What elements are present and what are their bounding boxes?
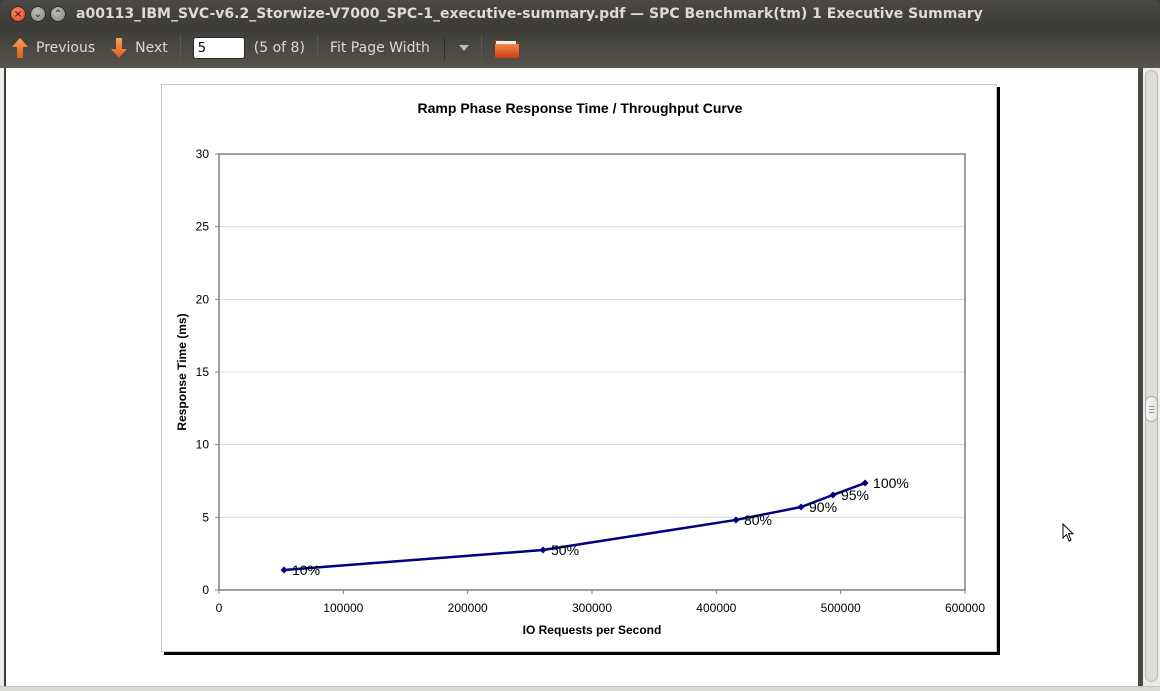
arrow-up-icon bbox=[12, 38, 28, 58]
x-axis-label: IO Requests per Second bbox=[523, 623, 662, 637]
previous-label: Previous bbox=[36, 40, 96, 56]
y-tick-label: 10 bbox=[196, 438, 210, 452]
response-time-chart: Ramp Phase Response Time / Throughput Cu… bbox=[175, 100, 985, 637]
data-point-label: 100% bbox=[873, 475, 909, 491]
series-line bbox=[283, 481, 866, 572]
document-area: Ramp Phase Response Time / Throughput Cu… bbox=[0, 68, 1160, 691]
data-point-label: 95% bbox=[841, 487, 869, 503]
chart-gridlines bbox=[219, 226, 965, 518]
document-viewport[interactable]: Ramp Phase Response Time / Throughput Cu… bbox=[4, 68, 1139, 686]
arrow-down-icon bbox=[111, 38, 128, 58]
y-axis-ticks: 0 5 10 15 20 25 30 bbox=[196, 147, 219, 597]
data-point-marker bbox=[539, 546, 547, 554]
y-tick-label: 20 bbox=[196, 292, 210, 306]
x-tick-label: 600000 bbox=[945, 601, 985, 615]
chart-title: Ramp Phase Response Time / Throughput Cu… bbox=[418, 100, 743, 116]
close-window-button[interactable]: × bbox=[10, 6, 26, 22]
x-tick-label: 500000 bbox=[821, 601, 861, 615]
next-page-button[interactable]: Next bbox=[109, 33, 168, 63]
toolbar: Previous Next (5 of 8) Fit Page Width bbox=[0, 28, 1160, 68]
minimize-window-button[interactable]: ⌄ bbox=[30, 6, 46, 22]
open-folder-button[interactable] bbox=[494, 33, 520, 63]
toolbar-separator bbox=[480, 35, 482, 61]
y-tick-label: 15 bbox=[196, 365, 210, 379]
maximize-window-button[interactable]: ⌃ bbox=[50, 6, 66, 22]
folder-icon bbox=[494, 40, 519, 58]
y-tick-label: 5 bbox=[202, 510, 209, 524]
next-label: Next bbox=[135, 40, 168, 56]
page-number-input[interactable] bbox=[192, 37, 245, 59]
x-tick-label: 400000 bbox=[696, 601, 736, 615]
scrollbar-thumb[interactable] bbox=[1145, 396, 1158, 422]
data-point-marker bbox=[797, 503, 805, 511]
zoom-mode-dropdown[interactable]: Fit Page Width bbox=[330, 33, 469, 63]
data-point-label: 90% bbox=[809, 499, 837, 515]
toolbar-separator bbox=[179, 35, 181, 61]
data-point-label: 80% bbox=[744, 512, 772, 528]
y-axis-label: Response Time (ms) bbox=[175, 313, 189, 430]
y-tick-label: 30 bbox=[196, 147, 210, 161]
previous-page-button[interactable]: Previous bbox=[10, 33, 95, 63]
data-point-marker bbox=[861, 479, 869, 487]
viewport-border bbox=[1138, 68, 1143, 686]
mouse-cursor-icon bbox=[1062, 523, 1075, 542]
scrollbar-track[interactable] bbox=[1145, 70, 1158, 682]
data-point-marker bbox=[829, 491, 837, 499]
dropdown-separator bbox=[443, 37, 445, 59]
title-bar: × ⌄ ⌃ a00113_IBM_SVC-v6.2_Storwize-V7000… bbox=[0, 0, 1160, 28]
data-point-label: 10% bbox=[292, 562, 320, 578]
chevron-down-icon bbox=[458, 45, 469, 51]
x-tick-label: 300000 bbox=[572, 601, 612, 615]
page-count: (5 of 8) bbox=[253, 40, 305, 56]
data-series: 10% 50% 80% 90%95%100% bbox=[280, 475, 909, 578]
y-tick-label: 0 bbox=[202, 583, 209, 597]
y-tick-label: 25 bbox=[196, 220, 210, 234]
window-bottom-edge bbox=[0, 686, 1160, 691]
window-title: a00113_IBM_SVC-v6.2_Storwize-V7000_SPC-1… bbox=[76, 6, 983, 22]
vertical-scrollbar[interactable] bbox=[1143, 68, 1160, 688]
pdf-page: Ramp Phase Response Time / Throughput Cu… bbox=[161, 84, 997, 652]
toolbar-separator bbox=[316, 35, 318, 61]
window-controls: × ⌄ ⌃ bbox=[10, 6, 66, 22]
x-axis-ticks: 0 100000 200000 300000 400000 500000 600000 bbox=[216, 590, 985, 615]
zoom-mode-label: Fit Page Width bbox=[329, 40, 430, 56]
data-point-marker bbox=[280, 566, 288, 574]
x-tick-label: 100000 bbox=[323, 601, 363, 615]
data-point-marker bbox=[732, 516, 740, 524]
data-point-label: 50% bbox=[551, 542, 579, 558]
x-tick-label: 0 bbox=[216, 601, 223, 615]
x-tick-label: 200000 bbox=[448, 601, 488, 615]
